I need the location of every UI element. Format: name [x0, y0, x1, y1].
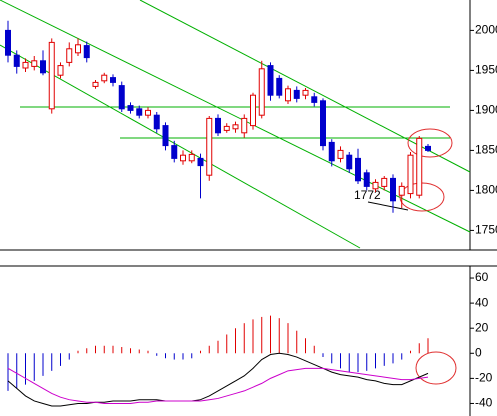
candle-body — [363, 172, 370, 187]
macd-line — [7, 367, 429, 404]
marker-line — [367, 201, 409, 211]
candle-body — [40, 60, 46, 74]
candle-body — [22, 61, 29, 69]
candle-body — [206, 117, 213, 176]
y-tick-label: 1800 — [475, 183, 497, 197]
candle-body — [346, 154, 353, 170]
highlight — [415, 351, 457, 385]
candle-body — [223, 125, 230, 131]
y-tick-label: 2000 — [475, 23, 497, 37]
candle-body — [311, 96, 318, 103]
low-marker — [367, 201, 409, 211]
candle-body — [57, 65, 64, 76]
highlight-circles — [399, 128, 457, 385]
candle-body — [48, 41, 55, 110]
candle-body — [118, 85, 125, 110]
y-tick-label: 60 — [475, 270, 489, 284]
candle-body — [75, 44, 81, 54]
candle-body — [293, 89, 300, 99]
candle-body — [92, 81, 99, 87]
candle-body — [407, 154, 414, 195]
candle-body — [197, 157, 204, 167]
candle-body — [145, 109, 151, 116]
candle-body — [180, 154, 186, 162]
candle-body — [127, 105, 134, 111]
candle-body — [31, 60, 38, 67]
candle-body — [250, 94, 256, 127]
candle-body — [101, 74, 108, 82]
candle-body — [320, 100, 326, 147]
candle-body — [285, 88, 291, 102]
candle-body — [276, 77, 283, 96]
candle-body — [188, 153, 195, 162]
channel-line — [0, 44, 361, 249]
y-tick-label: 1950 — [475, 63, 497, 77]
channel-line — [139, 0, 471, 173]
candle-body — [390, 177, 396, 202]
y-tick-label: 20 — [475, 320, 489, 334]
candle-body — [258, 68, 265, 116]
highlight — [407, 128, 453, 158]
candle-body — [328, 141, 335, 162]
y-tick-label: 1750 — [475, 223, 497, 237]
candle-body — [162, 125, 169, 147]
candle-body — [13, 54, 20, 67]
candle-body — [241, 117, 248, 134]
annotation: 1772 — [354, 188, 381, 202]
candle-body — [267, 65, 274, 96]
candle-body — [66, 48, 73, 63]
y-tick-label: 0 — [475, 345, 482, 359]
macd-line — [7, 352, 429, 407]
candle-body — [171, 145, 178, 159]
candle-body — [372, 181, 379, 190]
y-tick-label: 1850 — [475, 143, 497, 157]
y-tick-label: -20 — [475, 371, 493, 385]
candle-body — [416, 137, 423, 196]
y-tick-label: 1900 — [475, 103, 497, 117]
candle-body — [425, 145, 431, 151]
candle-body — [381, 177, 388, 187]
candle-body — [110, 77, 116, 83]
candle-body — [355, 157, 361, 182]
candle-body — [337, 149, 344, 159]
candle-body — [398, 185, 405, 196]
candle-body — [302, 89, 309, 96]
candle-body — [83, 45, 90, 59]
candle-body — [215, 117, 221, 134]
candle-body — [232, 124, 239, 130]
candle-body — [5, 29, 11, 56]
candle-body — [136, 108, 143, 116]
candle-body — [153, 114, 160, 130]
y-tick-label: 40 — [475, 295, 489, 309]
y-tick-label: -40 — [475, 396, 493, 410]
